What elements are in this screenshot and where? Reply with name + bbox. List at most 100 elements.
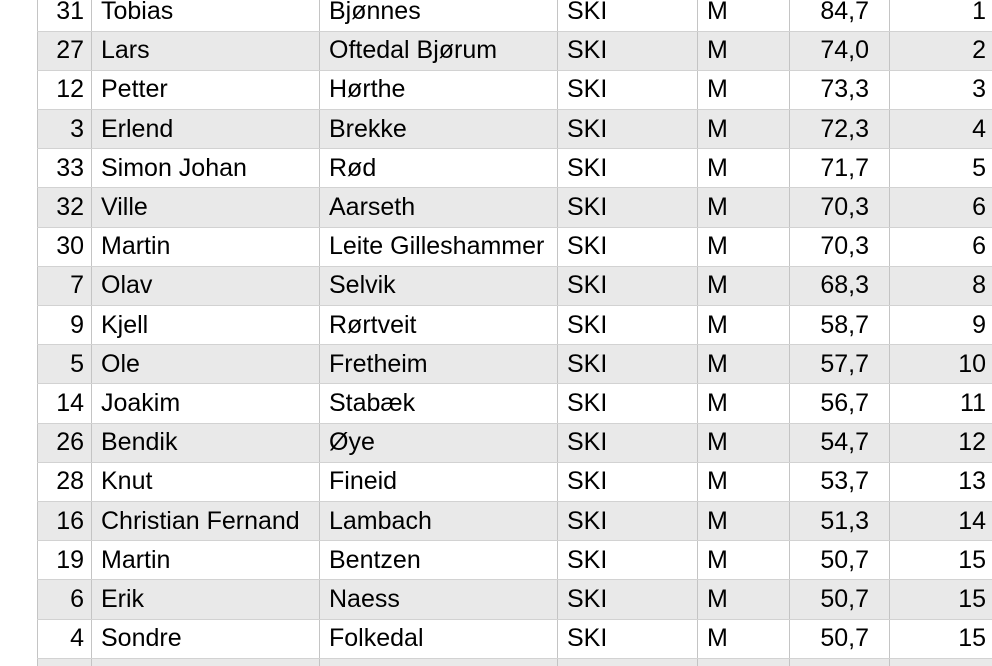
cell-rank[interactable]: 6 <box>972 193 986 222</box>
cell-rank[interactable]: 11 <box>960 388 986 417</box>
cell-bib[interactable]: 28 <box>37 462 92 501</box>
cell-score[interactable]: 70,3 <box>790 188 890 227</box>
cell-club[interactable]: SKI <box>558 31 698 70</box>
cell-last-name[interactable]: Oftedal Bjørum <box>320 31 558 70</box>
cell-last-name[interactable]: Øye <box>320 423 558 462</box>
cell-score[interactable]: 68,3 <box>790 266 890 305</box>
cell-gender[interactable]: M <box>698 501 790 541</box>
cell-rank[interactable]: 2 <box>972 36 986 65</box>
cell-gender[interactable]: M <box>698 619 790 658</box>
cell-gender[interactable]: M <box>698 384 790 423</box>
cell-score[interactable]: 71,7 <box>790 149 890 188</box>
cell-club[interactable]: SKI <box>558 70 698 110</box>
cell-gender[interactable]: M <box>698 227 790 266</box>
cell-club[interactable]: SKI <box>558 0 698 31</box>
cell-club[interactable]: SKI <box>558 541 698 580</box>
cell-gender[interactable]: M <box>698 110 790 149</box>
cell-last-name[interactable]: Leite Gilleshammer <box>320 227 558 266</box>
cell-gender[interactable]: M <box>698 580 790 619</box>
cell-club[interactable]: SKI <box>558 266 698 305</box>
cell-first-name[interactable]: Olav <box>92 266 320 305</box>
cell-last-name[interactable]: Rød <box>320 149 558 188</box>
cell-score[interactable]: 58,7 <box>790 306 890 345</box>
cell-score[interactable]: 72,3 <box>790 110 890 149</box>
cell-rank[interactable]: 14 <box>958 506 986 535</box>
cell-first-name[interactable]: Martin <box>92 541 320 580</box>
cell-club[interactable]: SKI <box>558 306 698 345</box>
cell-bib[interactable]: 12 <box>37 70 92 110</box>
cell-first-name[interactable]: Knut <box>92 462 320 501</box>
cell-first-name[interactable]: Simon Johan <box>92 149 320 188</box>
cell-score[interactable]: 50,7 <box>790 580 890 619</box>
cell-rank[interactable]: 10 <box>958 349 986 378</box>
cell-score[interactable]: 70,3 <box>790 227 890 266</box>
cell-club[interactable]: SKI <box>558 227 698 266</box>
cell-club[interactable]: SKI <box>558 619 698 658</box>
cell-first-name[interactable]: Sondre <box>92 619 320 658</box>
cell-bib[interactable]: 19 <box>37 541 92 580</box>
cell-gender[interactable]: M <box>698 31 790 70</box>
cell-first-name[interactable]: Bendik <box>92 423 320 462</box>
cell-score[interactable]: 57,7 <box>790 345 890 384</box>
cell-rank[interactable]: 8 <box>972 271 986 300</box>
cell-rank[interactable]: 13 <box>958 467 986 496</box>
cell-score[interactable]: 51,3 <box>790 501 890 541</box>
cell-bib[interactable]: 5 <box>37 345 92 384</box>
cell-club[interactable]: SKI <box>558 384 698 423</box>
cell-club[interactable]: SKI <box>558 423 698 462</box>
cell-last-name[interactable]: Selvik <box>320 266 558 305</box>
cell-gender[interactable]: M <box>698 462 790 501</box>
cell-bib[interactable]: 26 <box>37 423 92 462</box>
cell-score[interactable]: 73,3 <box>790 70 890 110</box>
cell-bib[interactable]: 4 <box>37 619 92 658</box>
cell-rank[interactable]: 15 <box>958 624 986 653</box>
cell-first-name[interactable]: Petter <box>92 70 320 110</box>
cell-score[interactable]: 50,7 <box>790 541 890 580</box>
cell-club[interactable]: SKI <box>558 501 698 541</box>
cell-last-name[interactable]: Naess <box>320 580 558 619</box>
cell-score[interactable]: 54,7 <box>790 423 890 462</box>
cell-first-name[interactable]: Erik <box>92 580 320 619</box>
cell-gender[interactable]: M <box>698 541 790 580</box>
cell-gender[interactable]: M <box>698 306 790 345</box>
cell-bib[interactable]: 33 <box>37 149 92 188</box>
cell-last-name[interactable]: Lambach <box>320 501 558 541</box>
cell-last-name[interactable]: Bentzen <box>320 541 558 580</box>
cell-first-name[interactable]: Kjell <box>92 306 320 345</box>
cell-rank[interactable]: 1 <box>972 0 986 26</box>
cell-gender[interactable]: M <box>698 423 790 462</box>
cell-last-name[interactable]: Stabæk <box>320 384 558 423</box>
cell-rank[interactable]: 4 <box>972 114 986 143</box>
cell-bib[interactable]: 27 <box>37 31 92 70</box>
cell-rank[interactable]: 9 <box>972 310 986 339</box>
cell-club[interactable]: SKI <box>558 110 698 149</box>
cell-gender[interactable]: M <box>698 266 790 305</box>
cell-bib[interactable]: 7 <box>37 266 92 305</box>
cell-bib[interactable]: 30 <box>37 227 92 266</box>
cell-gender[interactable]: M <box>698 188 790 227</box>
cell-rank[interactable]: 3 <box>972 75 986 104</box>
cell-first-name[interactable]: Ville <box>92 188 320 227</box>
cell-last-name[interactable]: Rørtveit <box>320 306 558 345</box>
cell-first-name[interactable]: Tobias <box>92 0 320 31</box>
cell-gender[interactable]: M <box>698 70 790 110</box>
cell-gender[interactable]: M <box>698 149 790 188</box>
cell-last-name[interactable]: Fretheim <box>320 345 558 384</box>
cell-rank[interactable]: 15 <box>958 545 986 574</box>
cell-first-name[interactable]: Ole <box>92 345 320 384</box>
cell-rank[interactable]: 12 <box>958 428 986 457</box>
cell-last-name[interactable]: Bjønnes <box>320 0 558 31</box>
cell-last-name[interactable]: Brekke <box>320 110 558 149</box>
cell-first-name[interactable]: Joakim <box>92 384 320 423</box>
cell-score[interactable]: 50,7 <box>790 619 890 658</box>
cell-first-name[interactable]: Erlend <box>92 110 320 149</box>
cell-rank[interactable]: 5 <box>972 153 986 182</box>
cell-first-name[interactable]: Martin <box>92 227 320 266</box>
cell-rank[interactable]: 6 <box>972 232 986 261</box>
cell-club[interactable]: SKI <box>558 345 698 384</box>
cell-bib[interactable]: 14 <box>37 384 92 423</box>
cell-bib[interactable]: 16 <box>37 501 92 541</box>
cell-last-name[interactable]: Hørthe <box>320 70 558 110</box>
cell-last-name[interactable]: Aarseth <box>320 188 558 227</box>
cell-bib[interactable]: 9 <box>37 306 92 345</box>
